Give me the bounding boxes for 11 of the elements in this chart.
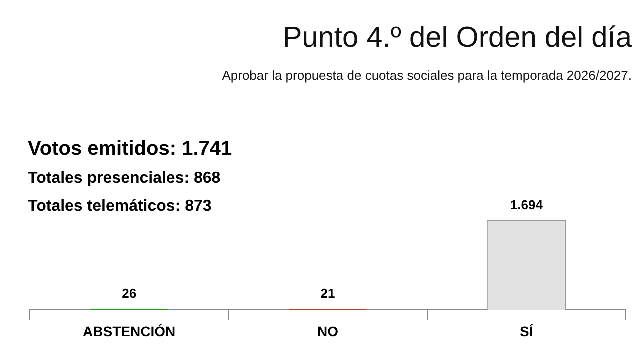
text: Totales presenciales: 868 <box>28 170 221 188</box>
data-label: 21 <box>320 286 336 302</box>
text: Totales telemáticos: 873 <box>28 198 212 216</box>
data-label: 26 <box>122 286 137 301</box>
x-tick-label: NO <box>318 323 339 340</box>
text: Votos emitidos: 1.741 <box>28 138 232 161</box>
data-label: 1.694 <box>510 197 544 212</box>
chart-title: Punto 4.º del Orden del día <box>282 22 632 55</box>
x-tick-label: ABSTENCIÓN <box>83 323 176 340</box>
chart-subtitle: Aprobar la propuesta de cuotas sociales para la temporada 2026/2027. <box>222 68 632 83</box>
x-tick-label: SÍ <box>520 323 534 340</box>
